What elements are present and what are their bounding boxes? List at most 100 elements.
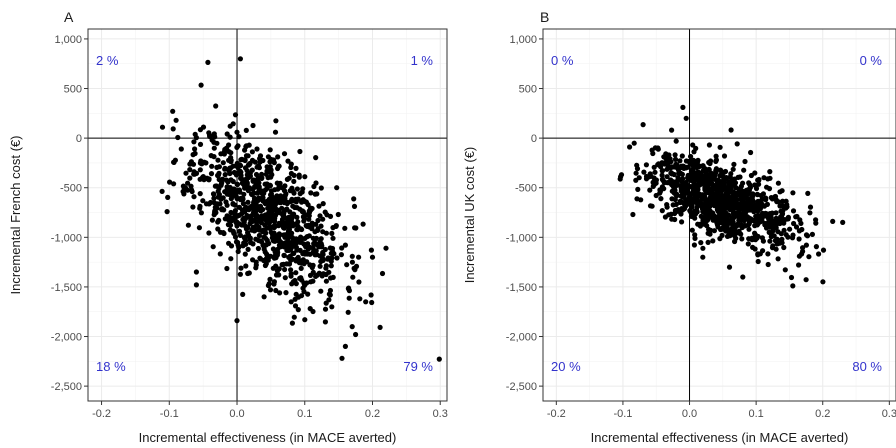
data-point xyxy=(346,285,352,291)
data-point xyxy=(840,219,846,225)
data-point xyxy=(383,245,389,251)
data-point xyxy=(281,151,288,157)
data-point xyxy=(658,196,664,202)
data-point xyxy=(702,204,708,210)
data-point xyxy=(254,146,260,152)
data-point xyxy=(755,177,761,183)
data-point xyxy=(257,203,264,209)
data-point xyxy=(816,251,822,257)
data-point xyxy=(235,239,241,246)
data-point xyxy=(636,175,642,181)
data-point xyxy=(227,227,233,233)
data-point xyxy=(197,141,204,147)
data-point xyxy=(775,180,782,186)
data-point xyxy=(226,214,232,220)
data-point xyxy=(274,193,280,199)
data-point xyxy=(267,276,273,282)
data-point xyxy=(307,272,314,278)
data-point xyxy=(294,205,300,211)
data-point xyxy=(227,170,233,177)
data-point xyxy=(803,277,809,283)
x-tick-label: 0.1 xyxy=(297,408,312,420)
quadrant-label-bottom-right: 79 % xyxy=(403,359,433,374)
data-point xyxy=(751,236,757,242)
data-point xyxy=(282,266,288,273)
data-point xyxy=(272,205,278,211)
data-point xyxy=(659,208,665,214)
data-point xyxy=(208,153,214,159)
data-point xyxy=(267,147,273,153)
data-point xyxy=(820,279,826,285)
data-point xyxy=(261,234,267,240)
data-point xyxy=(287,221,294,227)
data-point xyxy=(761,203,768,209)
data-point xyxy=(209,217,215,223)
data-point xyxy=(656,161,662,167)
data-point xyxy=(710,210,716,216)
data-point xyxy=(265,282,271,289)
data-point xyxy=(325,255,331,261)
x-tick-label: 0.3 xyxy=(882,408,896,420)
data-point xyxy=(242,217,248,223)
data-point xyxy=(247,236,253,242)
data-point xyxy=(745,241,751,247)
data-point xyxy=(730,219,736,225)
data-point xyxy=(360,221,366,227)
data-point xyxy=(762,210,769,216)
data-point xyxy=(342,242,348,248)
data-point xyxy=(796,262,802,268)
data-point xyxy=(755,252,761,258)
data-point xyxy=(710,184,717,190)
data-point xyxy=(323,300,329,306)
data-point xyxy=(715,195,721,201)
data-point xyxy=(680,104,686,110)
data-point xyxy=(292,221,298,227)
data-point xyxy=(690,142,696,148)
data-point xyxy=(724,198,730,204)
data-point xyxy=(681,183,688,189)
data-point xyxy=(277,244,283,250)
data-point xyxy=(331,251,337,257)
data-point xyxy=(284,261,290,267)
data-point xyxy=(785,214,792,220)
data-point xyxy=(268,191,274,197)
data-point xyxy=(687,176,693,182)
data-point xyxy=(706,167,712,173)
data-point xyxy=(803,232,810,238)
y-tick-label: -1,500 xyxy=(506,282,537,294)
data-point xyxy=(630,211,636,218)
data-point xyxy=(258,208,264,214)
data-point xyxy=(649,147,655,153)
data-point xyxy=(742,203,748,210)
data-point xyxy=(256,232,262,239)
data-point xyxy=(242,238,249,244)
data-point xyxy=(652,169,658,175)
data-point xyxy=(251,217,257,223)
data-point xyxy=(333,223,339,229)
data-point xyxy=(316,203,322,209)
data-point xyxy=(219,180,225,186)
data-point xyxy=(803,242,810,248)
data-point xyxy=(352,225,358,231)
data-point xyxy=(679,219,685,225)
data-point xyxy=(661,154,667,160)
data-point xyxy=(770,224,776,230)
data-point xyxy=(727,207,733,213)
data-point xyxy=(245,246,251,252)
data-point xyxy=(244,212,250,219)
data-point xyxy=(308,190,314,196)
data-point xyxy=(193,135,199,141)
data-point xyxy=(299,208,305,214)
data-point xyxy=(231,169,237,176)
data-point xyxy=(315,242,321,248)
data-point xyxy=(634,196,640,202)
data-point xyxy=(191,194,197,200)
data-point xyxy=(330,235,336,241)
data-point xyxy=(243,263,249,269)
data-point xyxy=(737,216,743,222)
data-point xyxy=(329,230,335,236)
data-point xyxy=(734,141,740,147)
data-point xyxy=(813,220,819,226)
data-point xyxy=(830,218,836,224)
x-tick-label: -0.1 xyxy=(613,408,632,420)
